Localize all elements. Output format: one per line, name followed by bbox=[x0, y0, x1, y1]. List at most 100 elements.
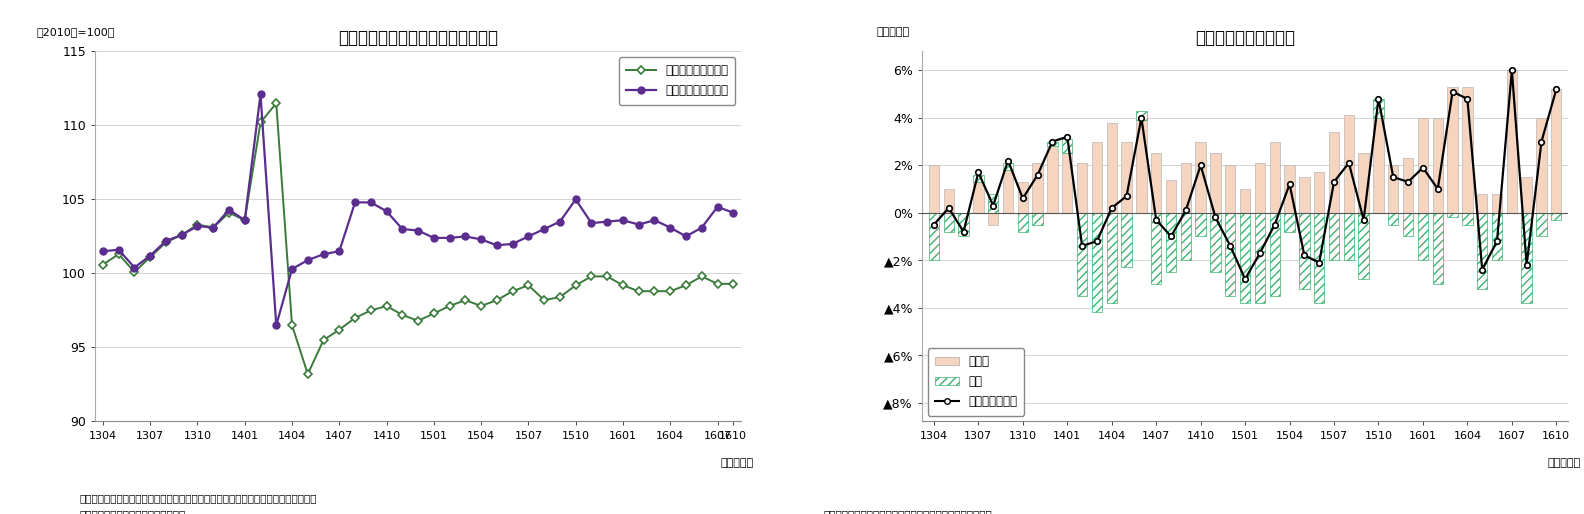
小売販売額（名目） bbox=[393, 226, 412, 232]
小売販売額（名目） bbox=[535, 226, 554, 232]
Bar bbox=[1047, 141, 1058, 146]
小売販売額（実質） bbox=[314, 337, 333, 343]
小売販売額（名目） bbox=[520, 233, 539, 240]
Bar bbox=[1269, 213, 1280, 296]
Bar bbox=[1077, 213, 1087, 296]
Bar bbox=[1388, 166, 1399, 213]
Legend: 小売販売額（実質）, 小売販売額（名目）: 小売販売額（実質）, 小売販売額（名目） bbox=[619, 57, 735, 104]
小売販売額（実質） bbox=[520, 282, 539, 288]
小売販売額（名目） bbox=[314, 251, 333, 258]
Bar bbox=[1196, 141, 1205, 213]
小売販売額（実質） bbox=[157, 240, 176, 246]
Bar bbox=[1152, 153, 1161, 213]
小売販売額（名目） bbox=[329, 248, 348, 254]
小売販売額（実質） bbox=[724, 281, 743, 287]
小売販売額（名目） bbox=[157, 238, 176, 244]
Bar bbox=[1299, 177, 1310, 213]
Bar bbox=[1299, 213, 1310, 289]
小売販売額（名目） bbox=[645, 217, 664, 223]
Bar bbox=[1255, 213, 1266, 303]
Bar bbox=[973, 175, 984, 182]
Bar bbox=[1269, 141, 1280, 213]
小売販売額（実質） bbox=[581, 273, 600, 280]
Bar bbox=[1077, 163, 1087, 213]
小売販売額（名目） bbox=[708, 204, 727, 210]
Bar bbox=[1418, 118, 1429, 213]
小売販売額（名目） bbox=[250, 91, 269, 98]
小売販売額（実質） bbox=[565, 282, 584, 288]
Text: （2010年=100）: （2010年=100） bbox=[36, 27, 116, 36]
Bar bbox=[1196, 213, 1205, 236]
Bar bbox=[1240, 189, 1250, 213]
小売販売額（実質） bbox=[93, 262, 112, 268]
小売販売額（実質） bbox=[708, 281, 727, 287]
Bar bbox=[1285, 213, 1294, 232]
Bar bbox=[1403, 158, 1413, 213]
Bar bbox=[1091, 213, 1102, 313]
Bar bbox=[1536, 118, 1546, 213]
Bar bbox=[1224, 213, 1236, 296]
Bar bbox=[1240, 213, 1250, 303]
Bar bbox=[1551, 213, 1562, 220]
小売販売額（名目） bbox=[724, 210, 743, 216]
Text: （年・月）: （年・月） bbox=[1548, 458, 1581, 468]
Bar bbox=[1329, 213, 1338, 260]
Bar bbox=[1210, 213, 1221, 272]
Bar bbox=[1121, 213, 1131, 267]
小売販売額（名目） bbox=[676, 233, 695, 240]
Bar bbox=[1136, 120, 1147, 213]
Text: （資料）日本フードサービス協会「外食産業市場動向調査」: （資料）日本フードサービス協会「外食産業市場動向調査」 bbox=[824, 509, 993, 514]
小売販売額（名目） bbox=[377, 208, 396, 214]
Bar bbox=[973, 182, 984, 213]
Bar bbox=[1432, 118, 1443, 213]
Bar bbox=[988, 213, 998, 225]
Bar bbox=[1136, 111, 1147, 120]
Bar bbox=[928, 213, 939, 260]
Bar bbox=[944, 213, 954, 232]
Bar bbox=[1373, 118, 1384, 213]
Bar bbox=[1107, 122, 1117, 213]
Bar bbox=[1388, 213, 1399, 225]
Bar bbox=[988, 194, 998, 213]
Bar bbox=[1285, 166, 1294, 213]
Bar bbox=[1017, 213, 1028, 232]
Text: （前年比）: （前年比） bbox=[878, 27, 909, 36]
Bar bbox=[1033, 213, 1042, 225]
小売販売額（実質） bbox=[361, 307, 380, 314]
小売販売額（実質） bbox=[298, 371, 317, 377]
Bar bbox=[1047, 146, 1058, 213]
Bar bbox=[1359, 213, 1369, 279]
Bar bbox=[1462, 213, 1473, 225]
小売販売額（実質） bbox=[220, 210, 239, 216]
小売販売額（名目） bbox=[266, 322, 285, 328]
小売販売額（名目） bbox=[345, 199, 364, 206]
小売販売額（実質） bbox=[329, 326, 348, 333]
小売販売額（名目） bbox=[236, 217, 255, 223]
Bar bbox=[1121, 141, 1131, 213]
小売販売額（名目） bbox=[550, 218, 569, 225]
小売販売額（実質） bbox=[613, 282, 632, 288]
小売販売額（実質） bbox=[109, 251, 128, 258]
小売販売額（実質） bbox=[393, 312, 412, 318]
小売販売額（実質） bbox=[282, 322, 301, 328]
小売販売額（名目） bbox=[692, 225, 711, 231]
小売販売額（実質） bbox=[629, 288, 648, 295]
Bar bbox=[1017, 182, 1028, 213]
Bar bbox=[1492, 194, 1502, 213]
Bar bbox=[1476, 213, 1487, 289]
小売販売額（名目） bbox=[472, 236, 491, 243]
Bar bbox=[1003, 170, 1014, 213]
Bar bbox=[1329, 132, 1338, 213]
Bar bbox=[1063, 153, 1072, 213]
小売販売額（実質） bbox=[173, 232, 192, 238]
小売販売額（実質） bbox=[440, 303, 459, 309]
Bar bbox=[1359, 153, 1369, 213]
小売販売額（実質） bbox=[504, 288, 523, 295]
小売販売額（実質） bbox=[645, 288, 664, 295]
小売販売額（名目） bbox=[361, 199, 380, 206]
小売販売額（名目） bbox=[425, 235, 444, 241]
小売販売額（名目） bbox=[298, 257, 317, 263]
Text: （年・月）: （年・月） bbox=[721, 458, 754, 468]
Bar bbox=[1091, 141, 1102, 213]
Bar bbox=[1448, 87, 1457, 213]
